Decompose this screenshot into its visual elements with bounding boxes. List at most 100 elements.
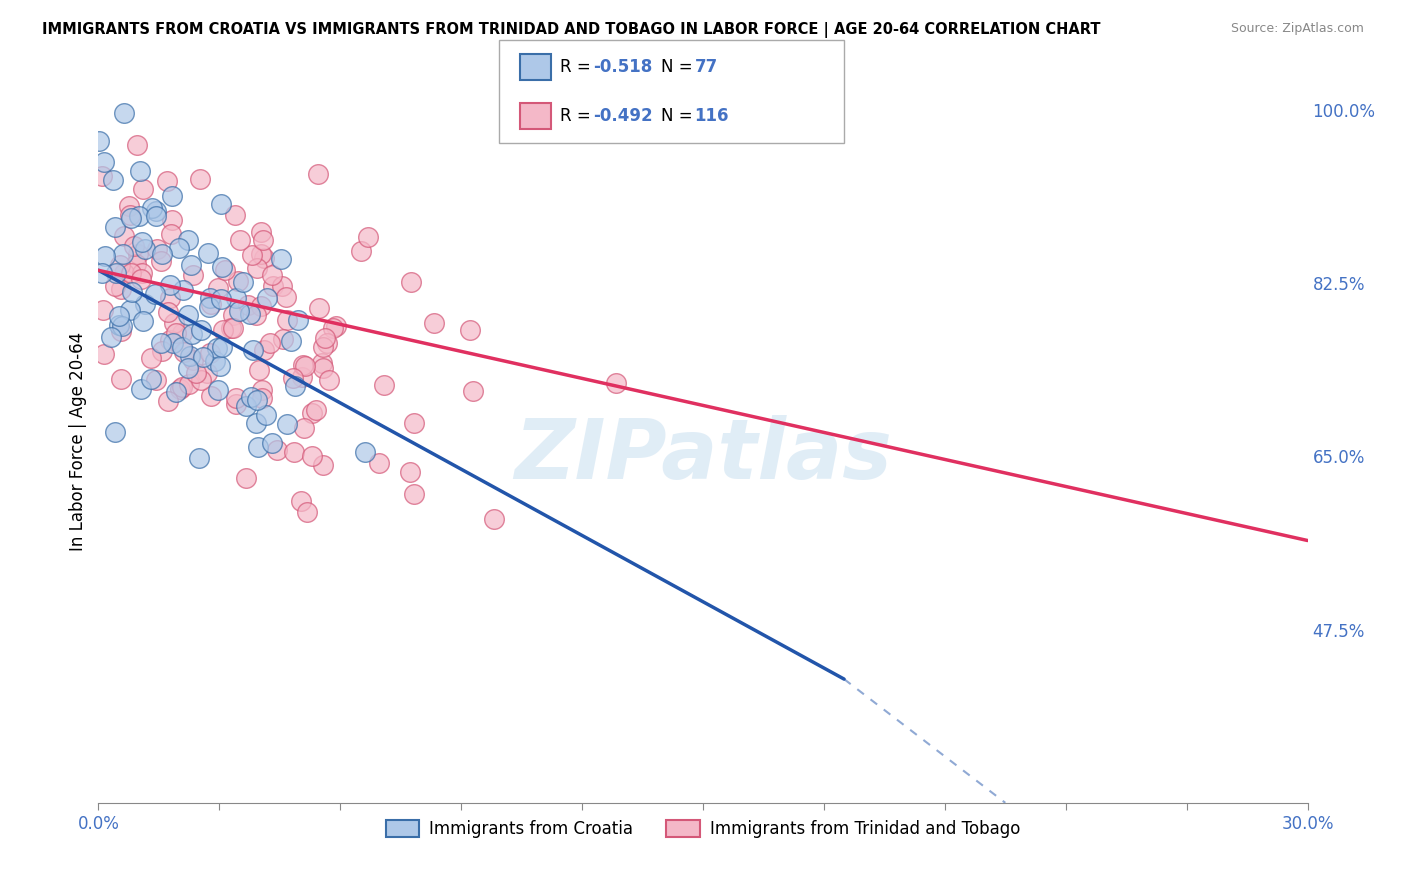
Point bbox=[229, 234, 252, 248]
Point bbox=[87, 134, 110, 148]
Point bbox=[283, 371, 305, 385]
Point bbox=[132, 182, 155, 196]
Point bbox=[273, 333, 295, 347]
Point bbox=[314, 331, 336, 345]
Point bbox=[260, 268, 283, 283]
Point bbox=[143, 287, 166, 301]
Point bbox=[118, 208, 141, 222]
Point bbox=[121, 285, 143, 299]
Point bbox=[305, 403, 328, 417]
Point bbox=[180, 259, 202, 273]
Point bbox=[91, 266, 114, 280]
Point bbox=[108, 318, 131, 332]
Point bbox=[105, 266, 128, 280]
Point bbox=[240, 390, 263, 404]
Point bbox=[226, 274, 249, 288]
Point bbox=[172, 326, 194, 341]
Point bbox=[235, 470, 257, 484]
Text: 116: 116 bbox=[695, 107, 730, 125]
Point bbox=[225, 391, 247, 405]
Point bbox=[112, 229, 135, 244]
Point bbox=[120, 266, 142, 280]
Point bbox=[249, 299, 271, 313]
Point bbox=[262, 278, 284, 293]
Point bbox=[188, 172, 211, 186]
Point bbox=[159, 277, 181, 292]
Point bbox=[159, 333, 181, 347]
Point bbox=[211, 260, 233, 274]
Point bbox=[274, 290, 297, 304]
Point bbox=[252, 383, 274, 397]
Point bbox=[294, 359, 316, 373]
Point bbox=[238, 298, 260, 312]
Point bbox=[145, 372, 167, 386]
Point bbox=[160, 189, 183, 203]
Point bbox=[461, 384, 484, 399]
Point bbox=[187, 450, 209, 465]
Point bbox=[93, 155, 115, 169]
Point bbox=[195, 367, 218, 381]
Point bbox=[225, 397, 247, 411]
Point bbox=[204, 354, 226, 368]
Text: 77: 77 bbox=[695, 58, 718, 76]
Point bbox=[127, 247, 149, 261]
Point bbox=[127, 138, 149, 153]
Point bbox=[165, 326, 187, 340]
Point bbox=[249, 225, 271, 239]
Point bbox=[368, 456, 391, 470]
Point bbox=[307, 167, 329, 181]
Point bbox=[605, 376, 627, 390]
Point bbox=[177, 233, 200, 247]
Text: IMMIGRANTS FROM CROATIA VS IMMIGRANTS FROM TRINIDAD AND TOBAGO IN LABOR FORCE | : IMMIGRANTS FROM CROATIA VS IMMIGRANTS FR… bbox=[42, 22, 1101, 38]
Point bbox=[110, 372, 132, 386]
Point bbox=[181, 353, 204, 368]
Text: -0.518: -0.518 bbox=[593, 58, 652, 76]
Point bbox=[402, 416, 425, 430]
Point bbox=[150, 246, 173, 260]
Point bbox=[112, 246, 135, 260]
Point bbox=[276, 417, 298, 432]
Point bbox=[134, 297, 156, 311]
Point bbox=[423, 316, 446, 330]
Point bbox=[90, 169, 112, 184]
Point bbox=[253, 252, 276, 266]
Point bbox=[246, 261, 269, 276]
Point bbox=[245, 416, 267, 430]
Point bbox=[139, 351, 162, 366]
Point bbox=[128, 209, 150, 223]
Point bbox=[156, 305, 179, 319]
Point bbox=[146, 242, 169, 256]
Point bbox=[482, 512, 505, 526]
Point bbox=[93, 347, 115, 361]
Point bbox=[190, 373, 212, 387]
Text: N =: N = bbox=[661, 107, 692, 125]
Point bbox=[318, 373, 340, 387]
Point bbox=[200, 297, 222, 311]
Point bbox=[101, 173, 124, 187]
Point bbox=[222, 308, 245, 322]
Point bbox=[209, 292, 232, 306]
Text: Source: ZipAtlas.com: Source: ZipAtlas.com bbox=[1230, 22, 1364, 36]
Point bbox=[247, 363, 270, 377]
Point bbox=[222, 320, 245, 334]
Point bbox=[242, 247, 264, 261]
Point bbox=[312, 361, 335, 376]
Point bbox=[191, 351, 214, 365]
Point bbox=[162, 335, 184, 350]
Point bbox=[259, 335, 281, 350]
Point bbox=[322, 321, 344, 335]
Point bbox=[120, 211, 142, 226]
Point bbox=[271, 279, 294, 293]
Point bbox=[165, 385, 187, 400]
Point bbox=[246, 440, 269, 454]
Point bbox=[155, 174, 177, 188]
Point bbox=[249, 247, 271, 261]
Point bbox=[209, 196, 232, 211]
Point bbox=[131, 267, 153, 281]
Point bbox=[207, 281, 229, 295]
Point bbox=[167, 241, 190, 255]
Point bbox=[254, 408, 277, 422]
Point bbox=[308, 301, 330, 316]
Point bbox=[122, 238, 145, 252]
Point bbox=[198, 291, 221, 305]
